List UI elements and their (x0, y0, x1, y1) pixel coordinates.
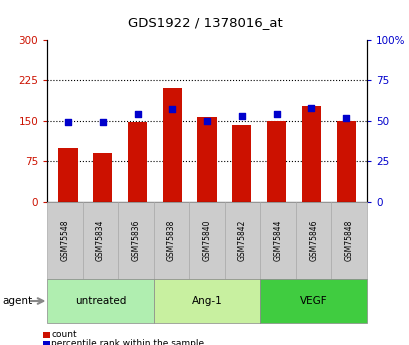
Point (273, 111, 279, 117)
Text: Ang-1: Ang-1 (191, 296, 222, 306)
Text: untreated: untreated (74, 296, 126, 306)
Text: GDS1922 / 1378016_at: GDS1922 / 1378016_at (127, 16, 282, 29)
Text: VEGF: VEGF (299, 296, 327, 306)
Bar (128, 122, 147, 202)
Bar (301, 106, 320, 202)
Text: GSM75548: GSM75548 (60, 220, 69, 262)
Text: GSM75836: GSM75836 (131, 220, 140, 262)
Point (99, 120, 106, 125)
Bar (162, 88, 182, 202)
Bar (231, 125, 251, 202)
Text: GSM75838: GSM75838 (166, 220, 175, 261)
Point (307, 105, 314, 110)
Text: GSM75834: GSM75834 (96, 220, 105, 262)
Text: percentile rank within the sample: percentile rank within the sample (51, 339, 204, 345)
Text: GSM75840: GSM75840 (202, 220, 211, 262)
Text: count: count (51, 330, 77, 339)
Point (238, 113, 245, 119)
Bar (58, 148, 77, 202)
Text: GSM75846: GSM75846 (308, 220, 317, 262)
Bar (197, 117, 216, 202)
Bar (93, 153, 112, 202)
Point (134, 111, 140, 117)
Text: GSM75848: GSM75848 (344, 220, 353, 261)
Point (169, 107, 175, 112)
Point (65, 120, 71, 125)
Text: GSM75844: GSM75844 (273, 220, 282, 262)
Point (342, 115, 348, 120)
Bar (336, 121, 355, 202)
Text: GSM75842: GSM75842 (238, 220, 247, 261)
Bar (266, 121, 285, 202)
Point (203, 118, 210, 124)
Text: agent: agent (2, 296, 32, 306)
